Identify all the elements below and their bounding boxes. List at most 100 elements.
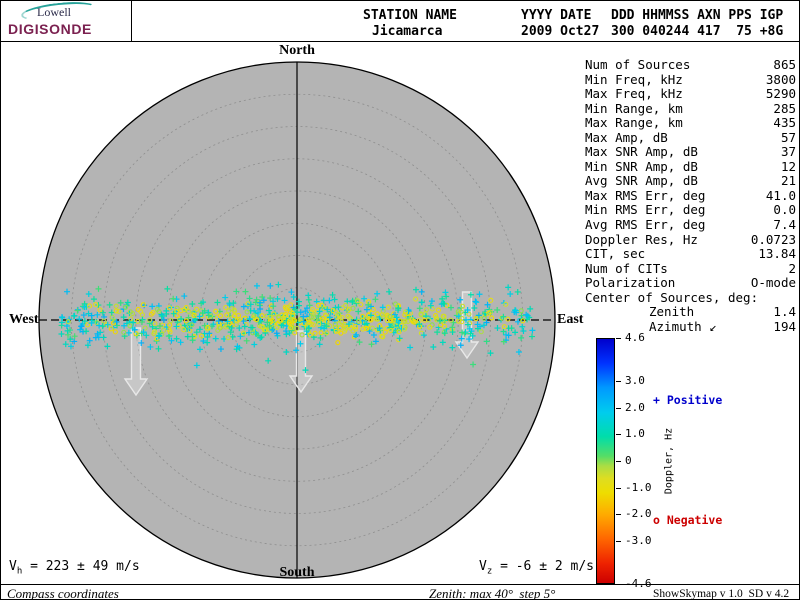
source-marker <box>292 306 299 313</box>
source-marker <box>233 346 240 353</box>
source-marker <box>481 315 487 321</box>
source-marker <box>283 349 290 356</box>
source-marker <box>267 295 274 302</box>
source-marker <box>458 309 464 315</box>
source-marker <box>429 306 435 312</box>
source-marker <box>360 326 366 332</box>
station-name-label: STATION NAME <box>363 8 457 23</box>
stat-row: Avg RMS Err, deg 7.4 <box>585 217 796 233</box>
source-marker <box>95 285 102 292</box>
stat-value: 12 <box>780 158 796 174</box>
source-marker <box>391 311 397 317</box>
source-marker <box>215 317 222 324</box>
source-marker <box>168 337 175 344</box>
source-marker <box>518 334 525 341</box>
source-marker <box>253 296 260 303</box>
source-marker <box>520 318 526 324</box>
stat-label: Num of Sources <box>585 57 691 72</box>
source-marker <box>252 329 259 336</box>
source-marker <box>77 326 84 333</box>
source-marker <box>99 323 106 330</box>
stat-row: CIT, sec 13.84 <box>585 247 796 262</box>
source-marker <box>433 315 439 321</box>
source-marker <box>259 293 266 300</box>
source-marker <box>247 301 254 308</box>
source-marker <box>305 324 312 331</box>
source-marker <box>217 325 223 331</box>
source-marker <box>392 301 399 307</box>
source-marker <box>206 330 213 337</box>
stat-value: 0.0 <box>773 202 796 218</box>
source-marker <box>297 340 304 347</box>
source-marker <box>332 321 338 327</box>
source-marker <box>160 322 166 328</box>
source-marker <box>140 302 146 308</box>
source-marker <box>342 323 348 329</box>
source-marker <box>193 362 200 369</box>
stat-row: Num of CITs 2 <box>585 261 796 277</box>
stat-row: Max SNR Amp, dB 37 <box>585 145 796 160</box>
source-marker <box>104 343 111 350</box>
stat-value: 1.4 <box>773 304 796 320</box>
source-marker <box>164 285 171 292</box>
source-marker <box>400 319 406 325</box>
source-marker <box>288 324 294 330</box>
stat-value: 0.0723 <box>750 231 796 247</box>
stat-label: Min RMS Err, deg <box>585 202 706 218</box>
drift-direction-arrow <box>123 327 149 397</box>
source-marker <box>410 319 416 325</box>
source-marker <box>413 296 419 302</box>
source-marker <box>330 308 336 314</box>
source-marker <box>155 333 162 340</box>
stat-value: 194 <box>773 318 796 334</box>
source-marker <box>152 321 158 327</box>
source-marker <box>67 336 74 343</box>
source-marker <box>376 325 383 332</box>
source-marker <box>127 323 133 329</box>
source-marker <box>475 312 482 319</box>
source-marker <box>416 321 423 328</box>
source-marker <box>457 342 464 349</box>
source-marker <box>205 312 212 319</box>
colorbar-gradient <box>596 338 615 584</box>
source-marker <box>359 313 366 319</box>
stat-value: 41.0 <box>765 187 796 203</box>
source-marker <box>97 307 103 313</box>
source-marker <box>455 309 461 315</box>
source-marker <box>434 329 441 336</box>
source-marker <box>191 312 197 319</box>
compass-label-south: South <box>279 565 315 580</box>
source-marker <box>310 307 316 313</box>
source-marker <box>501 324 507 330</box>
source-marker <box>193 329 200 336</box>
source-marker <box>467 330 474 337</box>
source-marker <box>459 316 465 322</box>
source-marker <box>246 295 253 302</box>
source-marker <box>361 295 368 302</box>
stat-label: Azimuth ↙ <box>649 318 717 334</box>
source-marker <box>191 309 197 316</box>
stat-label: Center of Sources, deg: <box>585 289 759 305</box>
source-marker <box>156 309 162 315</box>
source-marker <box>236 325 243 332</box>
stat-row: Min Range, km 285 <box>585 100 796 117</box>
stat-row: Min RMS Err, deg 0.0 <box>585 203 796 218</box>
source-marker <box>200 299 207 306</box>
stat-value: 285 <box>773 100 796 116</box>
source-marker <box>514 318 521 325</box>
source-marker <box>292 330 298 336</box>
source-marker <box>412 286 419 293</box>
source-marker <box>430 343 437 350</box>
colorbar-tick-label: -2.0 <box>625 507 652 521</box>
source-marker <box>302 367 309 374</box>
source-marker <box>266 322 273 329</box>
source-marker <box>316 321 322 327</box>
source-marker <box>500 338 507 345</box>
source-marker <box>199 333 205 339</box>
source-marker <box>363 325 369 331</box>
source-marker <box>260 324 266 330</box>
colorbar-tick-mark <box>616 434 621 436</box>
stat-label: Doppler Res, Hz <box>585 231 698 247</box>
source-marker <box>250 330 256 336</box>
source-marker <box>458 335 465 342</box>
